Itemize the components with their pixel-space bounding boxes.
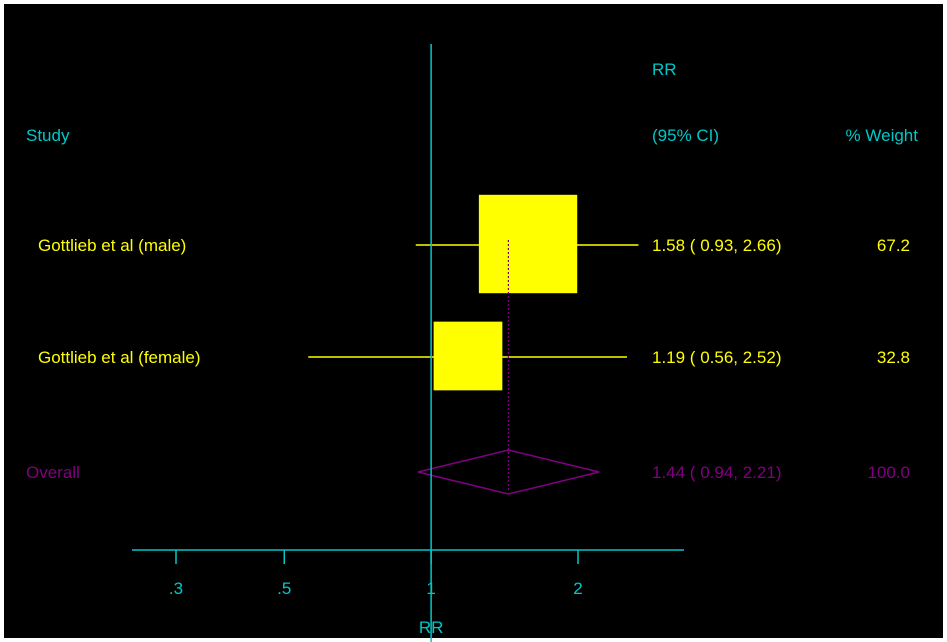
study-ci-text: 1.19 ( 0.56, 2.52) bbox=[652, 348, 781, 367]
study-weight-box bbox=[478, 194, 578, 294]
study-label: Gottlieb et al (female) bbox=[38, 348, 201, 367]
x-tick-label: .5 bbox=[277, 579, 291, 598]
column-headers: RR Study (95% CI) % Weight bbox=[26, 60, 918, 145]
study-weight-text: 67.2 bbox=[877, 236, 910, 255]
overall-label: Overall bbox=[26, 463, 80, 482]
study-weight-box bbox=[433, 321, 503, 391]
x-axis: .3 .5 1 2 bbox=[132, 549, 684, 598]
plot-background bbox=[4, 4, 943, 638]
x-tick-label: 1 bbox=[426, 579, 435, 598]
x-tick-label: 2 bbox=[573, 579, 582, 598]
header-study: Study bbox=[26, 126, 70, 145]
study-weight-text: 32.8 bbox=[877, 348, 910, 367]
x-axis-label: RR bbox=[419, 618, 444, 637]
header-ci: (95% CI) bbox=[652, 126, 719, 145]
study-ci-text: 1.58 ( 0.93, 2.66) bbox=[652, 236, 781, 255]
study-label: Gottlieb et al (male) bbox=[38, 236, 186, 255]
header-rr: RR bbox=[652, 60, 677, 79]
overall-diamond bbox=[417, 449, 600, 495]
overall-weight-text: 100.0 bbox=[867, 463, 910, 482]
forest-marks: Gottlieb et al (male) 1.58 ( 0.93, 2.66) 6… bbox=[26, 44, 910, 642]
overall-ci-text: 1.44 ( 0.94, 2.21) bbox=[652, 463, 781, 482]
header-weight: % Weight bbox=[846, 126, 919, 145]
x-tick-label: .3 bbox=[169, 579, 183, 598]
